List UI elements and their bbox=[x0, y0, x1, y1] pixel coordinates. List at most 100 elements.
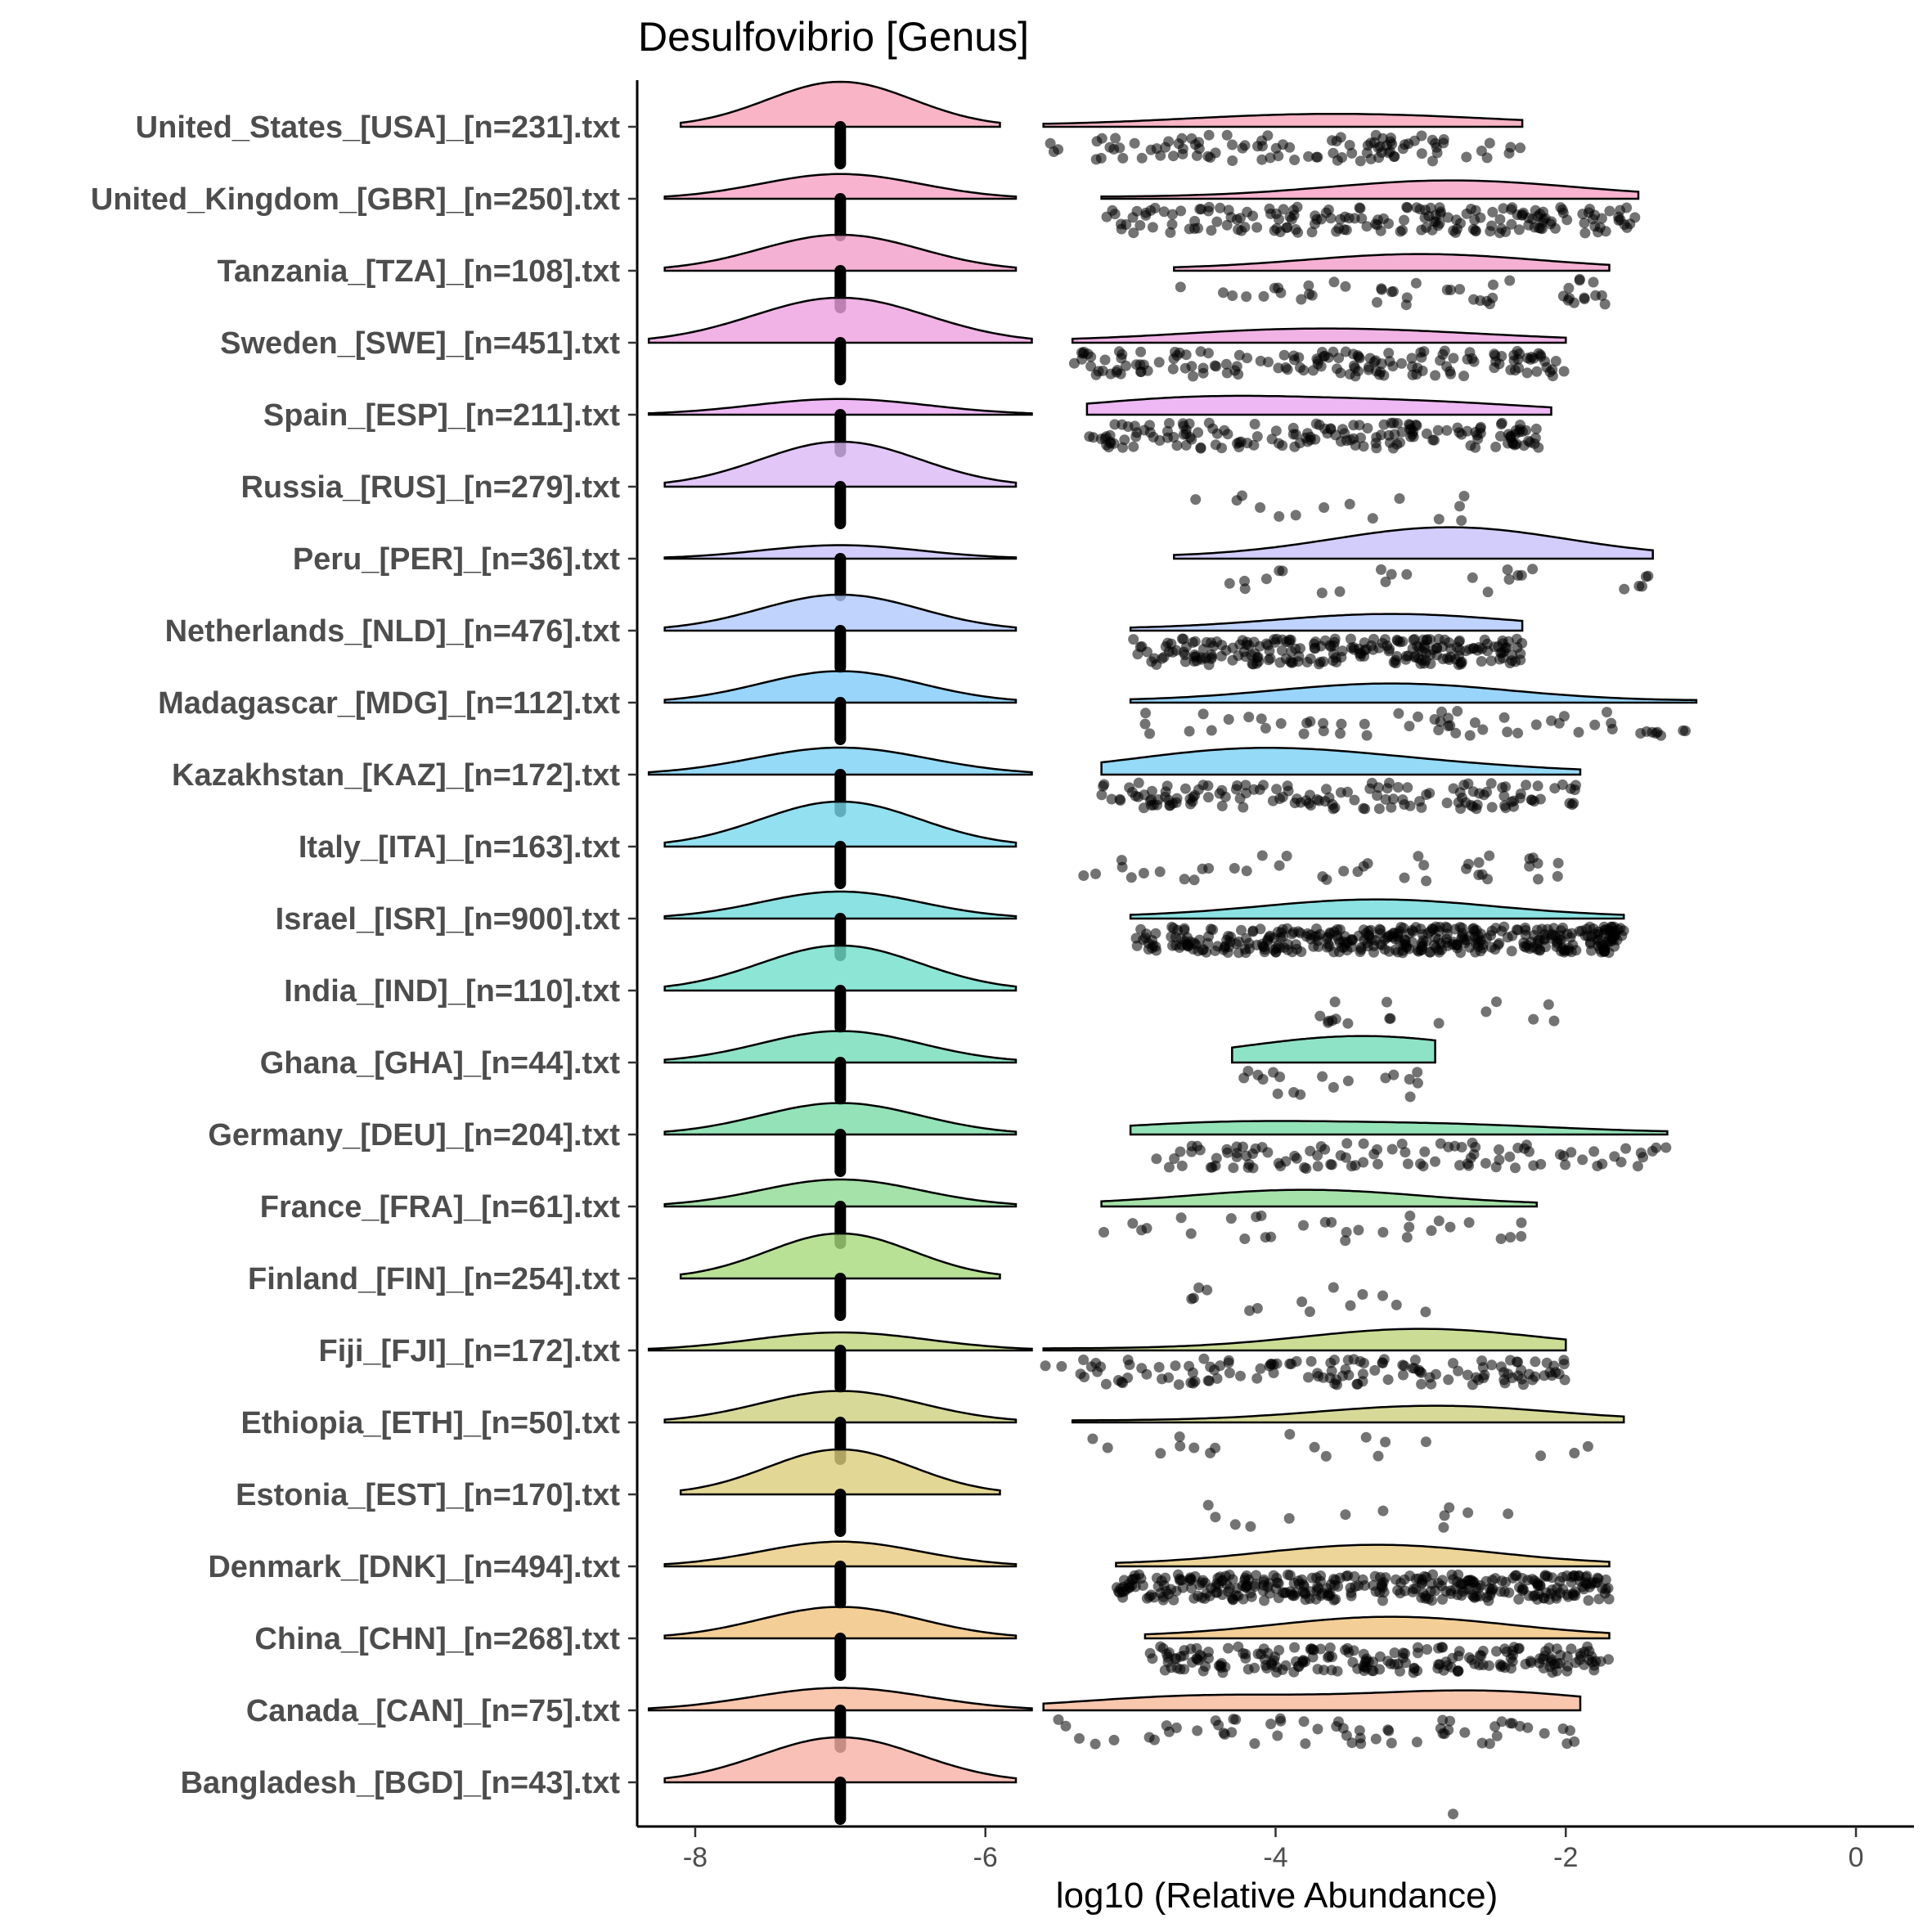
y-tick-label: Spain_[ESP]_[n=211].txt bbox=[263, 398, 620, 433]
data-point bbox=[1129, 137, 1140, 149]
data-point bbox=[1408, 431, 1419, 443]
data-point bbox=[1429, 714, 1440, 725]
data-point bbox=[1560, 1159, 1571, 1170]
data-point bbox=[1444, 1502, 1455, 1513]
data-point bbox=[1090, 1738, 1101, 1750]
data-point bbox=[1281, 222, 1292, 233]
data-point bbox=[1168, 151, 1179, 162]
data-point bbox=[1361, 221, 1373, 232]
data-point bbox=[1521, 1139, 1532, 1151]
data-point bbox=[1323, 1015, 1334, 1027]
data-point bbox=[1526, 794, 1538, 806]
group-23 bbox=[663, 1736, 1458, 1825]
data-point bbox=[1242, 438, 1253, 449]
data-point bbox=[1502, 564, 1513, 575]
data-point bbox=[1376, 283, 1387, 294]
data-point bbox=[1358, 802, 1369, 814]
data-point bbox=[1660, 1142, 1672, 1153]
data-point bbox=[1135, 346, 1147, 357]
data-point bbox=[1395, 226, 1406, 237]
data-point bbox=[1383, 645, 1395, 657]
data-point bbox=[1290, 510, 1301, 521]
data-point bbox=[1167, 940, 1178, 951]
data-point bbox=[1195, 442, 1206, 453]
data-point bbox=[1228, 1162, 1239, 1174]
data-point bbox=[1609, 930, 1620, 941]
data-point bbox=[1597, 1158, 1608, 1170]
data-point bbox=[1530, 719, 1542, 730]
data-point bbox=[1390, 658, 1401, 669]
data-point bbox=[1588, 1665, 1600, 1676]
data-point bbox=[1606, 717, 1617, 729]
data-point bbox=[1179, 656, 1191, 667]
data-point bbox=[1503, 573, 1515, 585]
data-point bbox=[1328, 1355, 1340, 1366]
data-point bbox=[1222, 429, 1233, 440]
data-point bbox=[1251, 1303, 1263, 1314]
data-point bbox=[1489, 362, 1500, 374]
data-point bbox=[1229, 365, 1241, 376]
density-zero bbox=[663, 593, 1018, 632]
data-point bbox=[1482, 645, 1494, 657]
data-point bbox=[1296, 1296, 1308, 1307]
data-point bbox=[1367, 513, 1378, 524]
data-point bbox=[1503, 147, 1515, 159]
data-point bbox=[1252, 141, 1263, 152]
data-point bbox=[1311, 1572, 1322, 1584]
data-point bbox=[1127, 1218, 1139, 1229]
data-point bbox=[1121, 360, 1131, 371]
data-point bbox=[1201, 1588, 1212, 1599]
data-point bbox=[1197, 944, 1209, 955]
data-point bbox=[1130, 932, 1142, 944]
data-point bbox=[1162, 637, 1174, 649]
data-point bbox=[1558, 366, 1570, 377]
data-point bbox=[1512, 570, 1524, 581]
data-point bbox=[1400, 935, 1411, 946]
data-point bbox=[1467, 801, 1479, 812]
y-tick-label: India_[IND]_[n=110].txt bbox=[284, 974, 620, 1009]
group-18 bbox=[663, 1390, 1625, 1465]
data-point bbox=[1412, 1067, 1423, 1078]
data-point bbox=[1274, 565, 1285, 577]
data-point bbox=[1530, 1589, 1541, 1601]
data-point bbox=[1310, 210, 1321, 222]
data-point bbox=[1321, 784, 1332, 795]
data-point bbox=[1535, 1450, 1547, 1462]
data-point bbox=[1506, 218, 1517, 230]
data-point bbox=[1224, 1570, 1235, 1580]
data-point bbox=[1144, 1647, 1156, 1659]
data-point bbox=[1484, 1738, 1495, 1750]
data-point bbox=[1296, 294, 1307, 305]
data-point bbox=[1219, 1728, 1230, 1740]
data-point bbox=[1060, 1720, 1072, 1732]
data-point bbox=[1251, 1211, 1262, 1223]
density-zero bbox=[663, 800, 1018, 848]
data-point bbox=[1355, 1732, 1366, 1744]
data-point bbox=[1546, 216, 1557, 227]
data-point bbox=[1598, 921, 1610, 932]
data-point bbox=[1174, 1431, 1185, 1442]
data-point bbox=[1289, 155, 1301, 165]
data-point bbox=[1427, 224, 1438, 236]
data-point bbox=[1331, 1374, 1342, 1386]
data-point bbox=[1422, 1644, 1433, 1655]
data-point bbox=[1188, 1593, 1200, 1604]
data-point bbox=[1211, 636, 1223, 647]
data-point bbox=[1603, 1654, 1614, 1665]
data-point bbox=[1259, 1595, 1270, 1606]
data-point bbox=[1320, 1450, 1332, 1462]
data-point bbox=[1451, 214, 1462, 226]
data-point bbox=[1271, 784, 1283, 795]
data-point bbox=[1328, 276, 1340, 288]
data-point bbox=[1195, 346, 1206, 357]
data-point bbox=[1524, 860, 1535, 872]
data-point bbox=[1147, 935, 1157, 946]
data-point bbox=[1288, 1087, 1300, 1098]
data-point bbox=[1203, 863, 1215, 874]
data-point bbox=[1289, 1150, 1301, 1161]
y-tick-label: Canada_[CAN]_[n=75].txt bbox=[246, 1694, 620, 1728]
group-16 bbox=[679, 1232, 1431, 1321]
data-point bbox=[1579, 294, 1590, 304]
data-point bbox=[1225, 212, 1237, 223]
data-point bbox=[1227, 155, 1238, 166]
